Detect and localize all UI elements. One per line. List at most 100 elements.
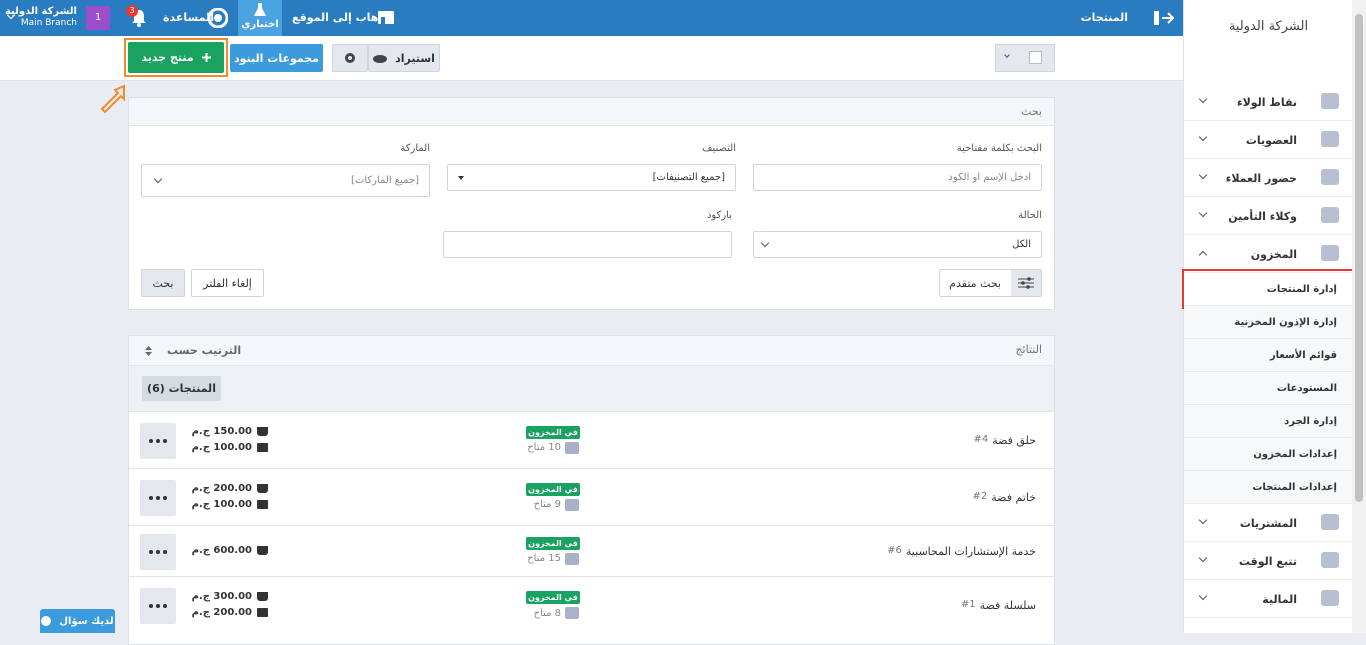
boxes-icon	[565, 441, 579, 454]
category-select[interactable]: [جميع التصنيفات]	[447, 164, 736, 191]
company-name[interactable]: الشركة الدولية	[4, 6, 77, 17]
search-button[interactable]: بحث	[141, 269, 185, 297]
more-button[interactable]	[140, 479, 176, 516]
sidebar-company: الشركة الدولية	[1228, 19, 1309, 34]
help-chat-button[interactable]: لديك سؤال	[40, 609, 115, 633]
cloud-icon	[373, 55, 388, 63]
brand-label: الماركة	[400, 143, 430, 154]
scrollbar[interactable]	[1352, 0, 1366, 633]
top-bar: المنتجات اختباري الذهاب إلى الموقع المسا…	[0, 0, 1183, 36]
products-tab[interactable]: المنتجات (6)	[142, 376, 221, 401]
menu-item[interactable]: حضور العملاء	[1184, 159, 1353, 197]
sort-icon	[145, 346, 152, 356]
dot	[163, 438, 167, 443]
price: 300.00 ج.م	[192, 591, 268, 602]
menu-label: المالية	[1262, 593, 1297, 606]
bulk-select[interactable]	[995, 44, 1055, 72]
checkbox[interactable]	[1029, 51, 1042, 64]
plus-icon	[201, 53, 211, 62]
more-button[interactable]	[140, 533, 176, 570]
submenu-item[interactable]: المستودعات	[1184, 372, 1353, 405]
more-button[interactable]	[140, 422, 176, 459]
help[interactable]: المساعدة	[163, 11, 214, 24]
product-row[interactable]: خدمة الإستشارات المحاسبية #6 في المخزون 15 …	[129, 525, 1054, 576]
go-to-site[interactable]: الذهاب إلى الموقع	[292, 11, 393, 24]
menu-item[interactable]: المشتريات	[1184, 504, 1353, 542]
dot	[149, 604, 153, 608]
barcode-input[interactable]	[443, 231, 732, 258]
availability: 10 متاح	[527, 441, 579, 454]
product-row[interactable]: حلق فضة #4 في المخزون 10 متاح 150.00 ج.م 100.…	[129, 411, 1054, 468]
dot	[156, 495, 160, 500]
availability: 9 متاح	[534, 498, 579, 511]
scroll-thumb[interactable]	[1355, 14, 1363, 502]
product-name: سلسلة فضة #1	[961, 599, 1036, 612]
dot	[149, 438, 153, 443]
menu-icon	[1321, 514, 1339, 530]
product-title: خاتم فضة	[991, 490, 1036, 504]
product-code: #2	[972, 490, 988, 502]
menu-caret	[1198, 515, 1208, 525]
product-name: خدمة الإستشارات المحاسبية #6	[887, 545, 1036, 558]
submenu-item[interactable]: إدارة الجرد	[1184, 405, 1353, 438]
submenu-item[interactable]: إدارة الإذون المخزنية	[1184, 306, 1353, 339]
menu-icon	[1321, 245, 1339, 261]
menu-caret	[1198, 94, 1208, 104]
menu-label: تتبع الوقت	[1238, 555, 1297, 568]
menu-toggle[interactable]	[1154, 11, 1174, 25]
sidebar: الشركة الدولية نقاط الولاء العضويات حضور ا…	[1182, 0, 1354, 633]
import-button[interactable]: استيراد	[368, 44, 440, 72]
truck-icon	[257, 608, 268, 617]
clear-filter-button[interactable]: إلغاء الفلتر	[191, 269, 264, 297]
sort-by[interactable]: الترتيب حسب	[167, 344, 242, 357]
cart-icon	[257, 483, 268, 493]
boxes-icon	[565, 498, 579, 511]
dot	[156, 604, 160, 608]
price: 100.00 ج.م	[192, 499, 268, 510]
product-row[interactable]: سلسلة فضة #1 في المخزون 8 متاح 300.00 ج.م 200…	[129, 576, 1054, 634]
brand-select[interactable]: [جميع الماركات]	[141, 164, 430, 197]
menu-item[interactable]: تتبع الوقت	[1184, 542, 1353, 580]
menu-item[interactable]: العضويات	[1184, 121, 1353, 159]
menu-label: العضويات	[1245, 134, 1297, 147]
product-row[interactable]: خاتم فضة #2 في المخزون 9 متاح 200.00 ج.م 100.…	[129, 468, 1054, 525]
menu-caret	[1198, 250, 1208, 260]
product-name: حلق فضة #4	[973, 434, 1036, 447]
available-count: 10 متاح	[527, 442, 561, 453]
submenu-label: إعدادات المنتجات	[1252, 482, 1337, 493]
menu-caret	[1198, 553, 1208, 563]
product-title: حلق فضة	[992, 433, 1036, 447]
product-title: خدمة الإستشارات المحاسبية	[905, 544, 1036, 558]
menu-icon	[1321, 169, 1339, 185]
question-icon	[41, 616, 52, 626]
available-count: 8 متاح	[533, 607, 561, 619]
keyword-input[interactable]: ادخل الإسم او الكود	[753, 164, 1042, 191]
submenu-label: المستودعات	[1276, 383, 1337, 394]
more-button[interactable]	[140, 588, 176, 624]
availability: 15 متاح	[527, 552, 579, 565]
menu-item[interactable]: المالية	[1184, 580, 1353, 618]
sell-price: 300.00 ج.م	[191, 591, 252, 602]
new-product-button[interactable]: منتج جديد	[128, 42, 224, 73]
highlight-box	[124, 38, 228, 77]
stock-badge: في المخزون	[526, 482, 580, 496]
menu-item[interactable]: المخزون	[1184, 235, 1353, 273]
sell-price: 150.00 ج.م	[191, 425, 252, 437]
active-highlight	[1182, 269, 1354, 309]
item-groups-button[interactable]: مجموعات البنود	[230, 44, 323, 72]
test-mode[interactable]: اختباري	[238, 0, 282, 36]
submenu-item[interactable]: إدارة المنتجات	[1182, 269, 1354, 309]
item-groups-label: مجموعات البنود	[234, 51, 319, 65]
menu-item[interactable]: نقاط الولاء	[1184, 83, 1353, 121]
status-select[interactable]: الكل	[753, 231, 1042, 258]
price: 100.00 ج.م	[192, 442, 268, 453]
settings-button[interactable]	[332, 44, 368, 72]
submenu-item[interactable]: قوائم الأسعار	[1184, 339, 1353, 372]
submenu-item[interactable]: إعدادات المنتجات	[1184, 471, 1353, 504]
submenu-label: إدارة الجرد	[1284, 416, 1337, 427]
submenu-item[interactable]: إعدادات المخزون	[1184, 438, 1353, 471]
results-panel: النتائج الترتيب حسب المنتجات (6) حلق فضة…	[128, 335, 1055, 645]
advanced-search-button[interactable]: بحث متقدم	[939, 269, 1042, 297]
menu-item[interactable]: وكلاء التأمين	[1184, 197, 1353, 235]
